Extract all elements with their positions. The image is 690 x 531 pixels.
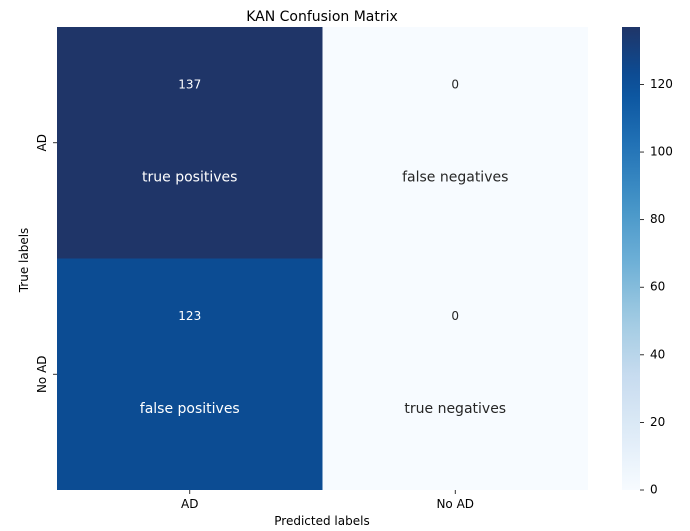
- y-axis-label: True labels: [17, 228, 31, 294]
- x-tick-label: No AD: [436, 497, 474, 511]
- colorbar-tick-label: 40: [650, 347, 665, 361]
- x-axis: AD No AD: [181, 490, 474, 511]
- colorbar-tick-label: 20: [650, 415, 665, 429]
- cell-value-label: 0: [451, 77, 459, 91]
- x-axis-label: Predicted labels: [274, 514, 369, 528]
- heatmap-cells: [57, 27, 588, 490]
- y-axis: AD No AD: [35, 134, 57, 393]
- cell-annotation-label: false negatives: [402, 169, 508, 185]
- cell-value-label: 0: [451, 309, 459, 323]
- heatmap-cell: [322, 258, 588, 490]
- heatmap-cell: [57, 258, 323, 490]
- colorbar: [622, 27, 640, 490]
- heatmap-cell: [322, 27, 588, 259]
- colorbar-tick-label: 80: [650, 212, 665, 226]
- y-tick-label: AD: [35, 134, 49, 151]
- chart-title: KAN Confusion Matrix: [246, 9, 398, 25]
- colorbar-tick-label: 100: [650, 145, 673, 159]
- cell-annotation-label: true negatives: [404, 401, 506, 417]
- cell-annotation-label: true positives: [142, 169, 237, 185]
- heatmap-cell-labels: 137 true positives 0 false negatives 123 fals…: [140, 77, 509, 417]
- colorbar-tick-label: 120: [650, 77, 673, 91]
- cell-value-label: 137: [178, 77, 201, 91]
- heatmap-cell: [57, 27, 323, 259]
- cell-annotation-label: false positives: [140, 401, 240, 417]
- y-tick-label: No AD: [35, 355, 49, 393]
- x-tick-label: AD: [181, 497, 198, 511]
- colorbar-tick-label: 60: [650, 280, 665, 294]
- colorbar-ticks: 0 20 40 60 80 100 120: [640, 77, 673, 497]
- cell-value-label: 123: [178, 309, 201, 323]
- colorbar-tick-label: 0: [650, 483, 658, 497]
